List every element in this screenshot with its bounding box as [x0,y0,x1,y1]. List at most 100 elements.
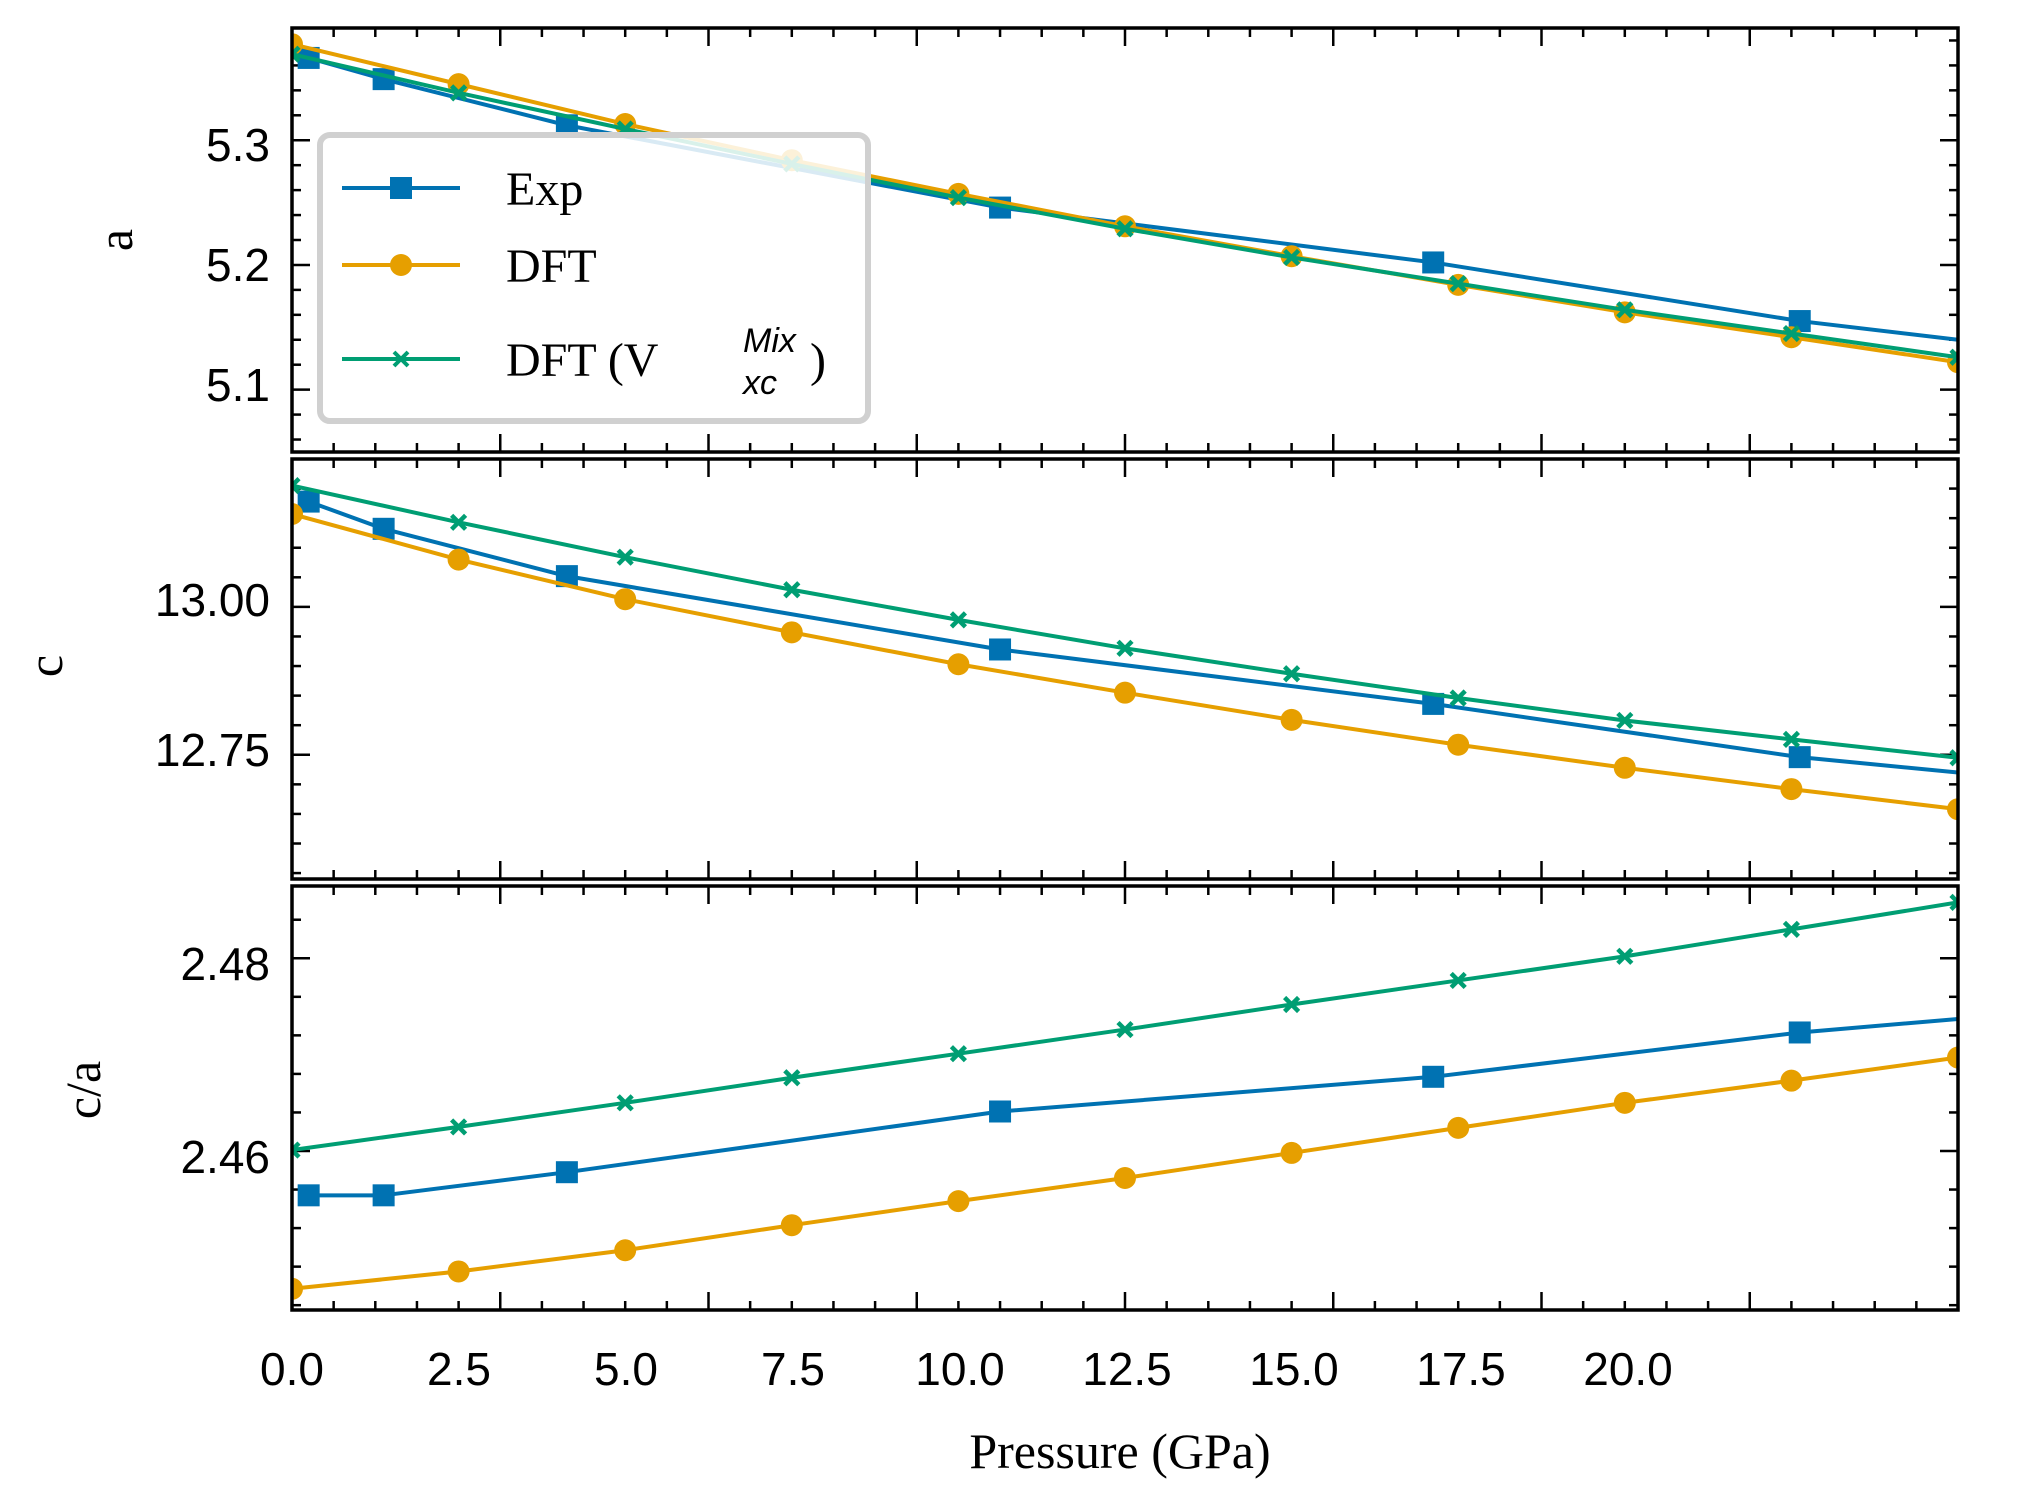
series-line [292,900,1958,1153]
data-point-x [1616,947,1634,965]
data-point-circle [1780,1069,1803,1092]
data-point-circle [1114,681,1136,704]
data-point-circle [1613,756,1636,779]
data-point-x-stroke [1449,689,1467,707]
data-point-x-stroke [1449,971,1467,990]
data-point-x-stroke [292,1146,301,1159]
series-line [292,483,1958,760]
data-point-x-stroke [616,548,634,566]
data-point-x-stroke [1283,665,1301,683]
data-point-square [297,490,320,513]
data-point-x [450,1118,468,1136]
data-point-x [450,84,468,102]
legend-label-dft: DFT [506,240,597,293]
data-point-x [1283,995,1301,1014]
legend-box [317,132,871,424]
data-point-x-stroke [1949,899,1958,911]
data-point-x [1116,639,1134,657]
data-point-square [1422,692,1445,715]
data-point-circle [1613,1091,1636,1114]
data-point-x [1949,893,1958,911]
data-point-x-stroke [783,1069,801,1087]
data-point-square [1422,251,1445,274]
data-point-circle [1947,798,1958,821]
panel-series [292,893,1958,1300]
x-tick-label: 0.0 [260,1343,324,1395]
x-tick-label: 20.0 [1583,1343,1673,1395]
x-tick-label: 10.0 [915,1343,1005,1395]
data-point-x [616,548,634,566]
data-point-x-stroke [616,1094,634,1112]
panel-series [292,33,1958,374]
data-point-x [292,45,301,63]
data-point-circle [1947,1046,1958,1069]
data-point-x [450,513,468,531]
data-point-x-stroke [1949,893,1958,906]
data-point-x-stroke [1616,301,1634,319]
data-point-x-stroke [1949,749,1958,761]
data-point-x-stroke [1616,947,1634,965]
y-axis-title-c-over-a: c/a [55,1061,111,1119]
data-point-x-stroke [292,477,301,489]
legend-marker-dft [390,254,412,276]
x-axis-title: Pressure (GPa) [969,1423,1270,1479]
y-axis-title-a: a [87,229,143,251]
data-point-x-stroke [450,1118,468,1136]
data-point-circle [1780,778,1803,801]
data-point-x [949,611,967,629]
y-tick-label: 5.1 [206,359,270,411]
data-point-circle [614,1239,637,1262]
x-tick-label: 17.5 [1416,1343,1506,1395]
data-point-x [1116,220,1134,238]
data-point-x [292,477,301,495]
panel-series [292,477,1958,821]
y-tick-label: 13.00 [155,574,270,626]
data-point-circle [447,548,470,571]
data-point-x [1782,920,1800,938]
data-point-circle [1780,326,1803,349]
data-point-circle [947,182,970,205]
x-tick-label: 5.0 [594,1343,658,1395]
x-tick-label: 7.5 [761,1343,825,1395]
data-point-x [1283,665,1301,683]
y-tick-label: 12.75 [155,724,270,776]
data-point-x [1949,749,1958,767]
data-point-x-stroke [1283,248,1301,267]
data-point-circle [614,588,637,611]
data-point-circle [947,1190,970,1213]
data-point-circle [447,1260,470,1283]
data-point-square [555,565,578,588]
data-point-x-stroke [292,482,301,495]
data-point-circle [1280,1141,1303,1164]
data-point-x-stroke [1116,1020,1134,1039]
data-point-x [1449,275,1467,293]
data-point-square [555,1161,578,1184]
data-point-x-stroke [292,1141,301,1154]
x-tick-label: 2.5 [427,1343,491,1395]
data-point-square [1788,1021,1811,1044]
panel-frame [290,884,1960,1312]
legend-label-exp: Exp [506,163,583,216]
data-point-square [1422,1065,1445,1088]
legend-label-dft-mix-sub: xc [741,364,777,402]
legend-label-dft-mix-suffix: ) [810,334,826,387]
data-point-x [1449,689,1467,707]
data-point-circle [292,1277,303,1300]
data-point-x [949,1045,967,1063]
data-point-x [1449,971,1467,990]
data-point-x [616,1094,634,1112]
data-point-square [989,638,1012,661]
data-point-x-stroke [1449,275,1467,293]
data-point-circle [1447,733,1470,756]
data-point-x-stroke [1616,711,1634,730]
panels [290,26,1960,1312]
data-point-x-stroke [949,189,967,207]
y-tick-labels-a: 5.1 5.2 5.3 [206,119,270,411]
data-point-circle [1447,1116,1470,1139]
legend-marker-exp [390,177,412,199]
y-tick-labels-c-over-a: 2.46 2.48 [180,938,270,1183]
panel-frame [290,26,1960,454]
data-point-x [292,1141,301,1159]
data-point-x-stroke [783,581,801,599]
